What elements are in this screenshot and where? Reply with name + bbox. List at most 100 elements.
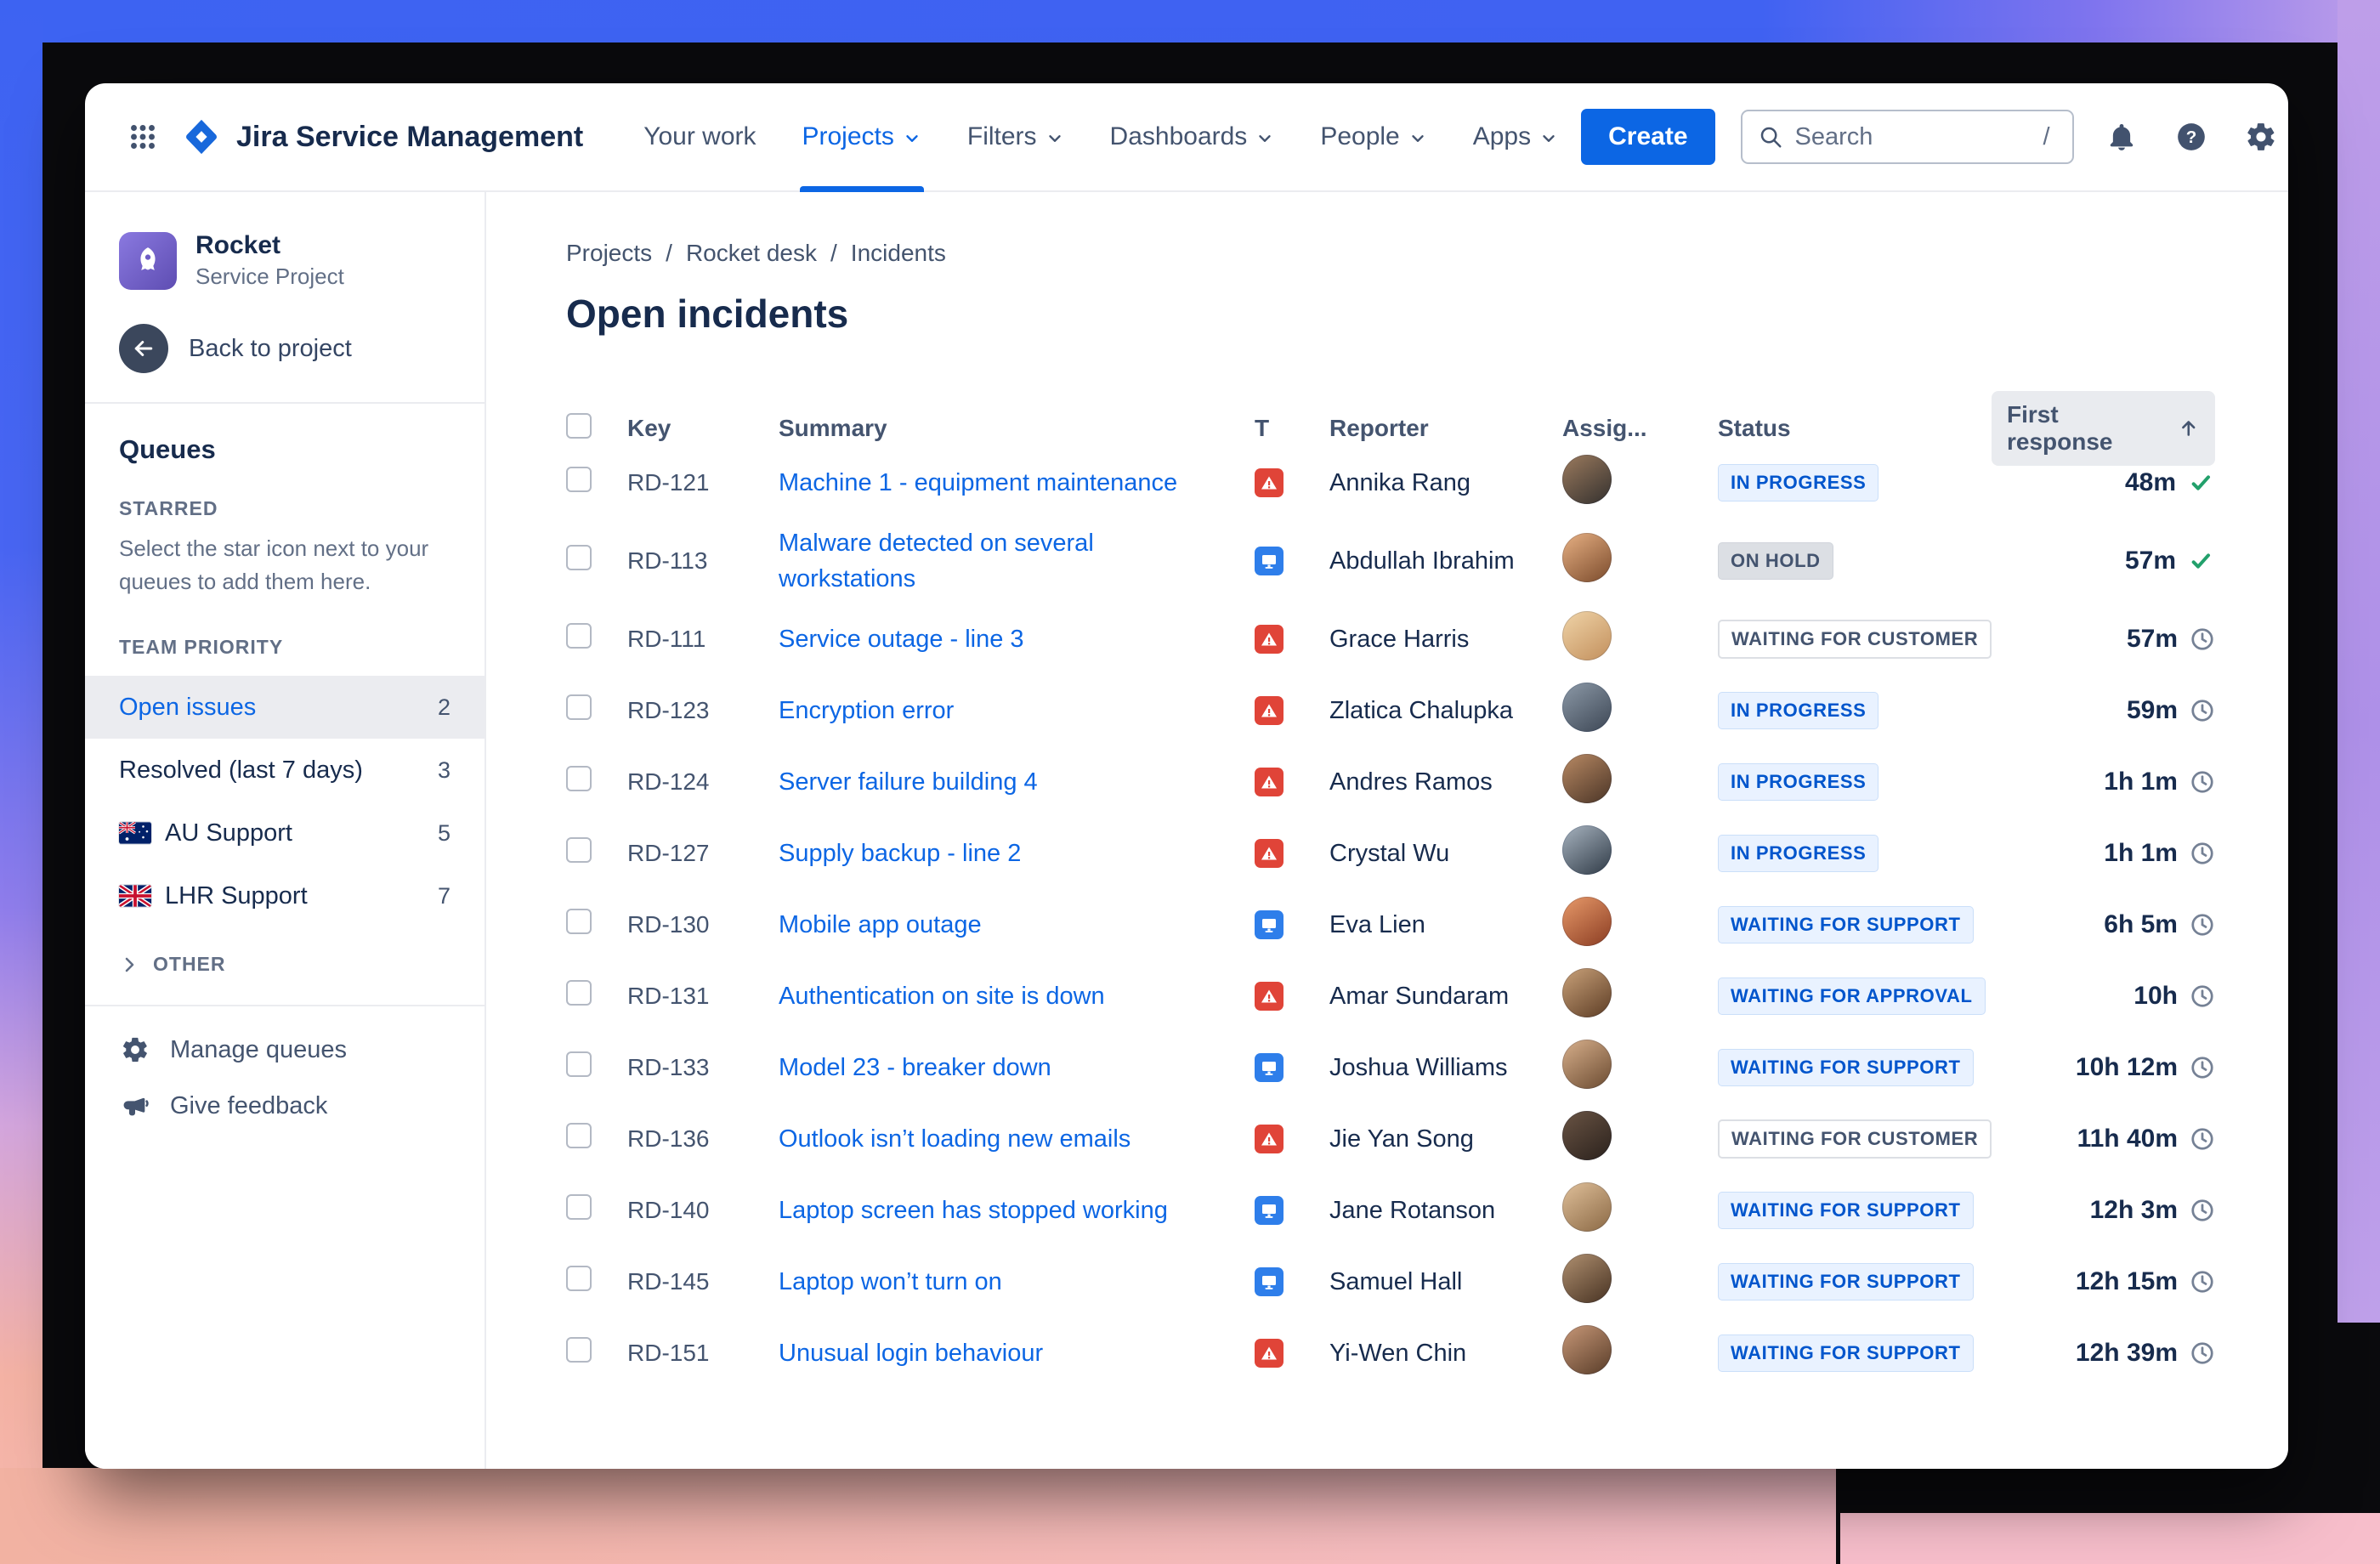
other-section-toggle[interactable]: OTHER — [85, 927, 484, 1005]
assignee-avatar[interactable] — [1562, 611, 1612, 661]
issue-summary-link[interactable]: Unusual login behaviour — [779, 1340, 1044, 1368]
brand: Jira Service Management — [119, 83, 583, 190]
notifications-button[interactable] — [2100, 115, 2144, 159]
incident-row[interactable]: RD-113 Malware detected on several works… — [566, 518, 2215, 604]
check-icon — [2188, 469, 2215, 496]
row-checkbox[interactable] — [566, 766, 592, 792]
status-badge[interactable]: WAITING FOR APPROVAL — [1718, 978, 1986, 1016]
row-checkbox[interactable] — [566, 545, 592, 571]
incident-row[interactable]: RD-111 Service outage - line 3 Grace Har — [566, 604, 2215, 675]
incident-row[interactable]: RD-151 Unusual login behaviour Yi-Wen Ch — [566, 1318, 2215, 1389]
incident-row[interactable]: RD-121 Machine 1 - equipment maintenance — [566, 447, 2215, 518]
settings-button[interactable] — [2239, 115, 2283, 159]
column-header-status[interactable]: Status — [1718, 415, 1791, 441]
issue-summary-link[interactable]: Supply backup - line 2 — [779, 840, 1022, 868]
create-button[interactable]: Create — [1581, 109, 1715, 165]
help-button[interactable]: ? — [2169, 115, 2213, 159]
assignee-avatar[interactable] — [1562, 754, 1612, 804]
row-checkbox[interactable] — [566, 837, 592, 864]
divider — [85, 402, 484, 404]
incident-row[interactable]: RD-131 Authentication on site is down Am — [566, 960, 2215, 1032]
back-to-project-button[interactable]: Back to project — [85, 298, 484, 402]
assignee-avatar[interactable] — [1562, 1325, 1612, 1375]
nav-item[interactable]: Filters — [944, 83, 1087, 190]
search-input[interactable] — [1794, 122, 2025, 151]
sidebar-queue-item[interactable]: Open issues 2 — [85, 676, 484, 739]
column-header-reporter[interactable]: Reporter — [1329, 415, 1429, 441]
status-badge[interactable]: WAITING FOR SUPPORT — [1718, 1263, 1974, 1301]
assignee-avatar[interactable] — [1562, 1182, 1612, 1232]
status-badge[interactable]: WAITING FOR CUSTOMER — [1718, 1119, 1992, 1159]
assignee-avatar[interactable] — [1562, 455, 1612, 504]
assignee-avatar[interactable] — [1562, 683, 1612, 733]
row-checkbox[interactable] — [566, 909, 592, 935]
nav-item[interactable]: Projects — [779, 83, 944, 192]
incident-row[interactable]: RD-130 Mobile app outage Eva Lien — [566, 889, 2215, 960]
incident-row[interactable]: RD-133 Model 23 - breaker down Joshua Wi — [566, 1032, 2215, 1103]
issue-summary-link[interactable]: Service outage - line 3 — [779, 626, 1024, 654]
status-badge[interactable]: IN PROGRESS — [1718, 692, 1879, 730]
assignee-avatar[interactable] — [1562, 897, 1612, 947]
column-header-key[interactable]: Key — [627, 415, 672, 441]
issue-summary-link[interactable]: Server failure building 4 — [779, 768, 1038, 796]
status-badge[interactable]: WAITING FOR SUPPORT — [1718, 1334, 1974, 1373]
status-badge[interactable]: ON HOLD — [1718, 542, 1833, 581]
assignee-avatar[interactable] — [1562, 1254, 1612, 1304]
row-checkbox[interactable] — [566, 1051, 592, 1078]
issue-summary-link[interactable]: Mobile app outage — [779, 911, 982, 939]
assignee-avatar[interactable] — [1562, 533, 1612, 583]
assignee-avatar[interactable] — [1562, 968, 1612, 1018]
give-feedback-button[interactable]: Give feedback — [85, 1078, 484, 1134]
select-all-checkbox[interactable] — [566, 412, 592, 439]
issue-summary-link[interactable]: Model 23 - breaker down — [779, 1054, 1051, 1082]
status-badge[interactable]: WAITING FOR SUPPORT — [1718, 1192, 1974, 1230]
issue-summary-link[interactable]: Encryption error — [779, 697, 955, 725]
breadcrumb-link-rocket-desk[interactable]: Rocket desk — [685, 240, 818, 266]
column-header-summary[interactable]: Summary — [779, 415, 887, 441]
incident-row[interactable]: RD-124 Server failure building 4 Andres — [566, 746, 2215, 818]
incident-row[interactable]: RD-140 Laptop screen has stopped working — [566, 1175, 2215, 1246]
incident-row[interactable]: RD-127 Supply backup - line 2 Crystal Wu — [566, 818, 2215, 889]
manage-queues-button[interactable]: Manage queues — [85, 1022, 484, 1078]
row-checkbox[interactable] — [566, 1266, 592, 1292]
incident-row[interactable]: RD-123 Encryption error Zlatica Chalupka — [566, 675, 2215, 746]
issue-summary-link[interactable]: Authentication on site is down — [779, 983, 1105, 1011]
column-header-first-response[interactable]: First response — [1992, 391, 2215, 466]
assignee-avatar[interactable] — [1562, 825, 1612, 876]
nav-item[interactable]: People — [1297, 83, 1449, 190]
nav-item[interactable]: Your work — [620, 83, 779, 190]
row-checkbox[interactable] — [566, 467, 592, 492]
status-badge[interactable]: WAITING FOR SUPPORT — [1718, 1049, 1974, 1087]
row-checkbox[interactable] — [566, 1123, 592, 1149]
row-checkbox[interactable] — [566, 980, 592, 1006]
issue-summary-link[interactable]: Malware detected on several workstations — [779, 530, 1094, 593]
row-checkbox[interactable] — [566, 623, 592, 649]
nav-item[interactable]: Apps — [1450, 83, 1581, 190]
sidebar-queue-item[interactable]: Resolved (last 7 days) 3 — [85, 739, 484, 802]
incident-row[interactable]: RD-145 Laptop won’t turn on Samuel Hall — [566, 1246, 2215, 1318]
incident-row[interactable]: RD-136 Outlook isn’t loading new emails — [566, 1103, 2215, 1175]
column-header-type[interactable]: T — [1255, 415, 1270, 441]
nav-item[interactable]: Dashboards — [1087, 83, 1298, 190]
issue-summary-link[interactable]: Laptop won’t turn on — [779, 1268, 1002, 1296]
column-header-assignee[interactable]: Assig... — [1562, 415, 1647, 441]
status-badge[interactable]: WAITING FOR CUSTOMER — [1718, 620, 1992, 660]
breadcrumb-link-incidents[interactable]: Incidents — [850, 240, 946, 266]
assignee-avatar[interactable] — [1562, 1111, 1612, 1161]
assignee-avatar[interactable] — [1562, 1040, 1612, 1090]
status-badge[interactable]: WAITING FOR SUPPORT — [1718, 906, 1974, 944]
status-badge[interactable]: IN PROGRESS — [1718, 763, 1879, 802]
issue-summary-link[interactable]: Outlook isn’t loading new emails — [779, 1125, 1131, 1153]
search-box[interactable]: / — [1740, 110, 2074, 164]
sidebar-queue-item[interactable]: AU Support 5 — [85, 802, 484, 864]
row-checkbox[interactable] — [566, 1337, 592, 1363]
row-checkbox[interactable] — [566, 694, 592, 721]
breadcrumb-link-projects[interactable]: Projects — [566, 240, 653, 266]
issue-summary-link[interactable]: Machine 1 - equipment maintenance — [779, 468, 1178, 496]
status-badge[interactable]: IN PROGRESS — [1718, 464, 1879, 502]
status-badge[interactable]: IN PROGRESS — [1718, 835, 1879, 873]
row-checkbox[interactable] — [566, 1194, 592, 1221]
issue-summary-link[interactable]: Laptop screen has stopped working — [779, 1197, 1168, 1225]
sidebar-queue-item[interactable]: LHR Support 7 — [85, 864, 484, 927]
app-switcher-button[interactable] — [119, 113, 167, 161]
